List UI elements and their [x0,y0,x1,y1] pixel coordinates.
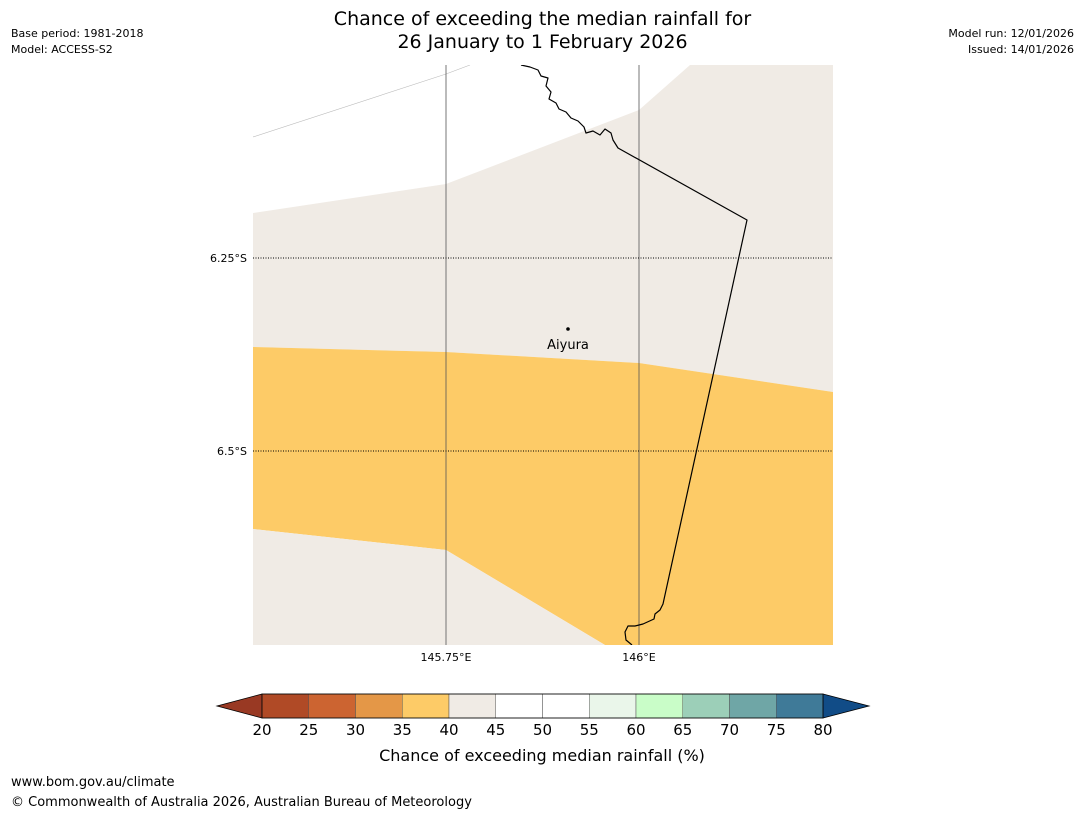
colorbar-tick-label: 50 [533,721,552,739]
meta-left: Base period: 1981-2018 Model: ACCESS-S2 [11,26,143,58]
lat-label-6-5: 6.5°S [217,445,247,458]
colorbar-segment [635,693,683,719]
probability-region-40-45-upper [253,65,833,392]
probability-region-40-45-lower [253,529,605,645]
colorbar-segment [261,693,309,719]
colorbar-title: Chance of exceeding median rainfall (%) [379,746,705,765]
footer-copyright: © Commonwealth of Australia 2026, Austra… [11,795,472,810]
colorbar-tick-label: 60 [626,721,645,739]
map-title-line-1: Chance of exceeding the median rainfall … [333,8,752,30]
colorbar-segment [682,693,730,719]
province-border [520,65,748,645]
colorbar: 20 25 30 35 40 45 50 55 60 65 70 75 80 Chance of exc… [215,693,871,765]
colorbar-segment [729,693,777,719]
colorbar-segments [261,693,824,719]
colorbar-under-arrow [215,693,263,719]
colorbar-frame [261,693,824,719]
colorbar-tick-label: 20 [252,721,271,739]
lon-label-146: 146°E [622,651,655,664]
colorbar-segment [589,693,637,719]
probability-region-35-40 [253,347,833,645]
colorbar-tick-label: 65 [673,721,692,739]
lon-label-145-75: 145.75°E [421,651,472,664]
colorbar-tick-label: 75 [767,721,786,739]
aiyura-label: Aiyura [547,338,589,353]
colorbar-tick-label: 80 [813,721,832,739]
colorbar-tick-labels: 20 25 30 35 40 45 50 55 60 65 70 75 80 [252,721,832,739]
lat-label-6-25: 6.25°S [210,252,247,265]
aiyura-marker [566,327,570,331]
colorbar-over-arrow [822,693,871,719]
meta-right: Model run: 12/01/2026 Issued: 14/01/2026 [948,26,1074,58]
model-run-text: Model run: 12/01/2026 [948,27,1074,40]
colorbar-segment [355,693,403,719]
colorbar-tick-label: 45 [486,721,505,739]
colorbar-tick-label: 30 [346,721,365,739]
colorbar-tick-label: 40 [439,721,458,739]
colorbar-segment [495,693,543,719]
colorbar-segment [402,693,450,719]
colorbar-segment [542,693,590,719]
colorbar-tick-label: 70 [720,721,739,739]
model-text: Model: ACCESS-S2 [11,43,113,56]
base-period-text: Base period: 1981-2018 [11,27,144,40]
map-title-line-2: 26 January to 1 February 2026 [397,31,688,53]
issued-text: Issued: 14/01/2026 [967,43,1074,56]
colorbar-tick-label: 35 [393,721,412,739]
colorbar-tick-label: 55 [580,721,599,739]
footer-url: www.bom.gov.au/climate [11,775,175,790]
map-panel [253,65,833,645]
colorbar-segment [308,693,356,719]
colorbar-segment [448,693,496,719]
colorbar-tick-label: 25 [299,721,318,739]
colorbar-segment [776,693,824,719]
